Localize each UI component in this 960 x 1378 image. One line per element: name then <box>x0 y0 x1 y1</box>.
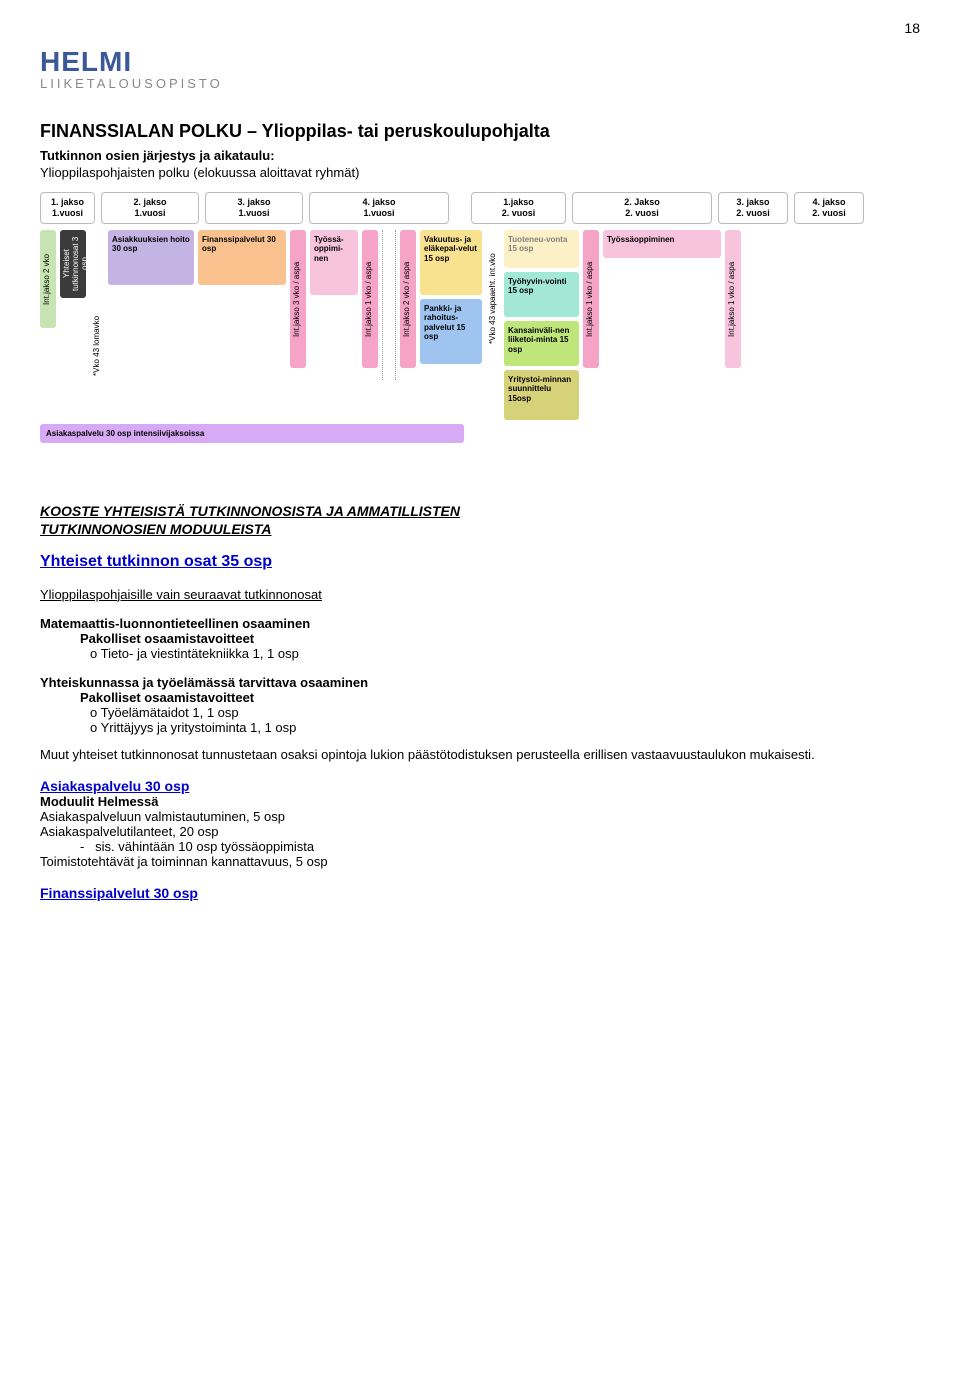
period-box: 1.jakso2. vuosi <box>471 192 566 224</box>
logo-main: HELMI <box>40 46 920 78</box>
subtitle-bold: Tutkinnon osien järjestys ja aikataulu: <box>40 148 920 163</box>
period-box: 4. jakso2. vuosi <box>794 192 864 224</box>
mat-bullet-1: Tieto- ja viestintätekniikka 1, 1 osp <box>90 646 920 661</box>
divider <box>382 230 396 380</box>
tyohyvinvointi-block: Työhyvin-vointi 15 osp <box>504 272 579 317</box>
period-box: 2. Jakso2. vuosi <box>572 192 712 224</box>
muut-paragraph: Muut yhteiset tutkinnonosat tunnustetaan… <box>40 747 920 762</box>
kooste-heading-1: KOOSTE YHTEISISTÄ TUTKINNONOSISTA JA AMM… <box>40 503 920 519</box>
schedule-diagram: 1. jakso1.vuosi2. jakso1.vuosi3. jakso1.… <box>40 192 920 443</box>
int-jakso-1vko-aspa-3: Int.jakso 1 vko / aspa <box>725 230 741 368</box>
asiakkuuksien-block: Asiakkuuksien hoito 30 osp <box>108 230 194 285</box>
period-box: 3. jakso1.vuosi <box>205 192 303 224</box>
pankki-block: Pankki- ja rahoitus-palvelut 15 osp <box>420 299 482 364</box>
vko43-vapaaeht: *Vko 43 vapaaeht. int.vko <box>486 230 500 368</box>
pakolliset-2: Pakolliset osaamistavoitteet <box>80 690 920 705</box>
finanssipalvelut-block: Finanssipalvelut 30 osp <box>198 230 286 285</box>
pakolliset-1: Pakolliset osaamistavoitteet <box>80 631 920 646</box>
tyossaoppiminen-block: Työssä-oppimi-nen <box>310 230 358 295</box>
subtitle-text: Ylioppilaspohjaisten polku (elokuussa al… <box>40 165 920 180</box>
asiak-line-4: Toimistotehtävät ja toiminnan kannattavu… <box>40 854 920 869</box>
int-jakso-1vko-aspa-2: Int.jakso 1 vko / aspa <box>583 230 599 368</box>
asiak-line-1: Asiakaspalveluun valmistautuminen, 5 osp <box>40 809 920 824</box>
yhk-bullet-1: Työelämätaidot 1, 1 osp <box>90 705 920 720</box>
asiakaspalvelu-link[interactable]: Asiakaspalvelu 30 osp <box>40 778 920 794</box>
period-box: 4. jakso1.vuosi <box>309 192 449 224</box>
period-row: 1. jakso1.vuosi2. jakso1.vuosi3. jakso1.… <box>40 192 920 224</box>
tuoteneuvonta-block: Tuoteneu-vonta 15 osp <box>504 230 579 268</box>
asiakaspalvelu-longbar: Asiakaspalvelu 30 osp intensiivijaksoiss… <box>40 424 464 443</box>
blocks-row: Int.jakso 2 vko Yhteiset tutkinnonosat 3… <box>40 230 920 420</box>
page-number: 18 <box>40 20 920 36</box>
yhteiset-osat-link[interactable]: Yhteiset tutkinnon osat 35 osp <box>40 553 920 571</box>
matemaattis-heading: Matemaattis-luonnontieteellinen osaamine… <box>40 616 920 631</box>
moduulit-heading: Moduulit Helmessä <box>40 794 920 809</box>
tyossaoppiminen-long: Työssäoppiminen <box>603 230 721 258</box>
period-box: 3. jakso2. vuosi <box>718 192 788 224</box>
vakuutus-block: Vakuutus- ja eläkepal-velut 15 osp <box>420 230 482 295</box>
int-jakso-3vko-aspa: Int.jakso 3 vko / aspa <box>290 230 306 368</box>
asiak-line-2: Asiakaspalvelutilanteet, 20 osp <box>40 824 920 839</box>
yhteiset-osat: Yhteiset tutkinnonosat 3 osp <box>60 230 86 298</box>
kooste-heading-2: TUTKINNONOSIEN MODUULEISTA <box>40 521 920 537</box>
yhk-bullet-2: Yrittäjyys ja yritystoiminta 1, 1 osp <box>90 720 920 735</box>
asiak-line-3: sis. vähintään 10 osp työssäoppimista <box>80 839 920 854</box>
yritystoiminta-block: Yritystoi-minnan suunnittelu 15osp <box>504 370 579 420</box>
yhteiskunta-heading: Yhteiskunnassa ja työelämässä tarvittava… <box>40 675 920 690</box>
logo: HELMI LIIKETALOUSOPISTO <box>40 46 920 91</box>
ylioppilas-vain-link[interactable]: Ylioppilaspohjaisille vain seuraavat tut… <box>40 587 920 602</box>
stack-options: Tuoteneu-vonta 15 osp Työhyvin-vointi 15… <box>504 230 579 420</box>
period-box: 1. jakso1.vuosi <box>40 192 95 224</box>
logo-subtitle: LIIKETALOUSOPISTO <box>40 76 920 91</box>
int-jakso-2vko-aspa: Int.jakso 2 vko / aspa <box>400 230 416 368</box>
finanssipalvelut-link[interactable]: Finanssipalvelut 30 osp <box>40 885 920 901</box>
int-jakso-2vko: Int.jakso 2 vko <box>40 230 56 328</box>
int-jakso-1vko-aspa-1: Int.jakso 1 vko / aspa <box>362 230 378 368</box>
stack-vakuutus-pankki: Vakuutus- ja eläkepal-velut 15 osp Pankk… <box>420 230 482 420</box>
kansainvalinen-block: Kansainväli-nen liiketoi-minta 15 osp <box>504 321 579 366</box>
page-title: FINANSSIALAN POLKU – Ylioppilas- tai per… <box>40 121 920 142</box>
vko43-lomavko: *Vko 43 lomavko <box>90 272 104 420</box>
period-box: 2. jakso1.vuosi <box>101 192 199 224</box>
